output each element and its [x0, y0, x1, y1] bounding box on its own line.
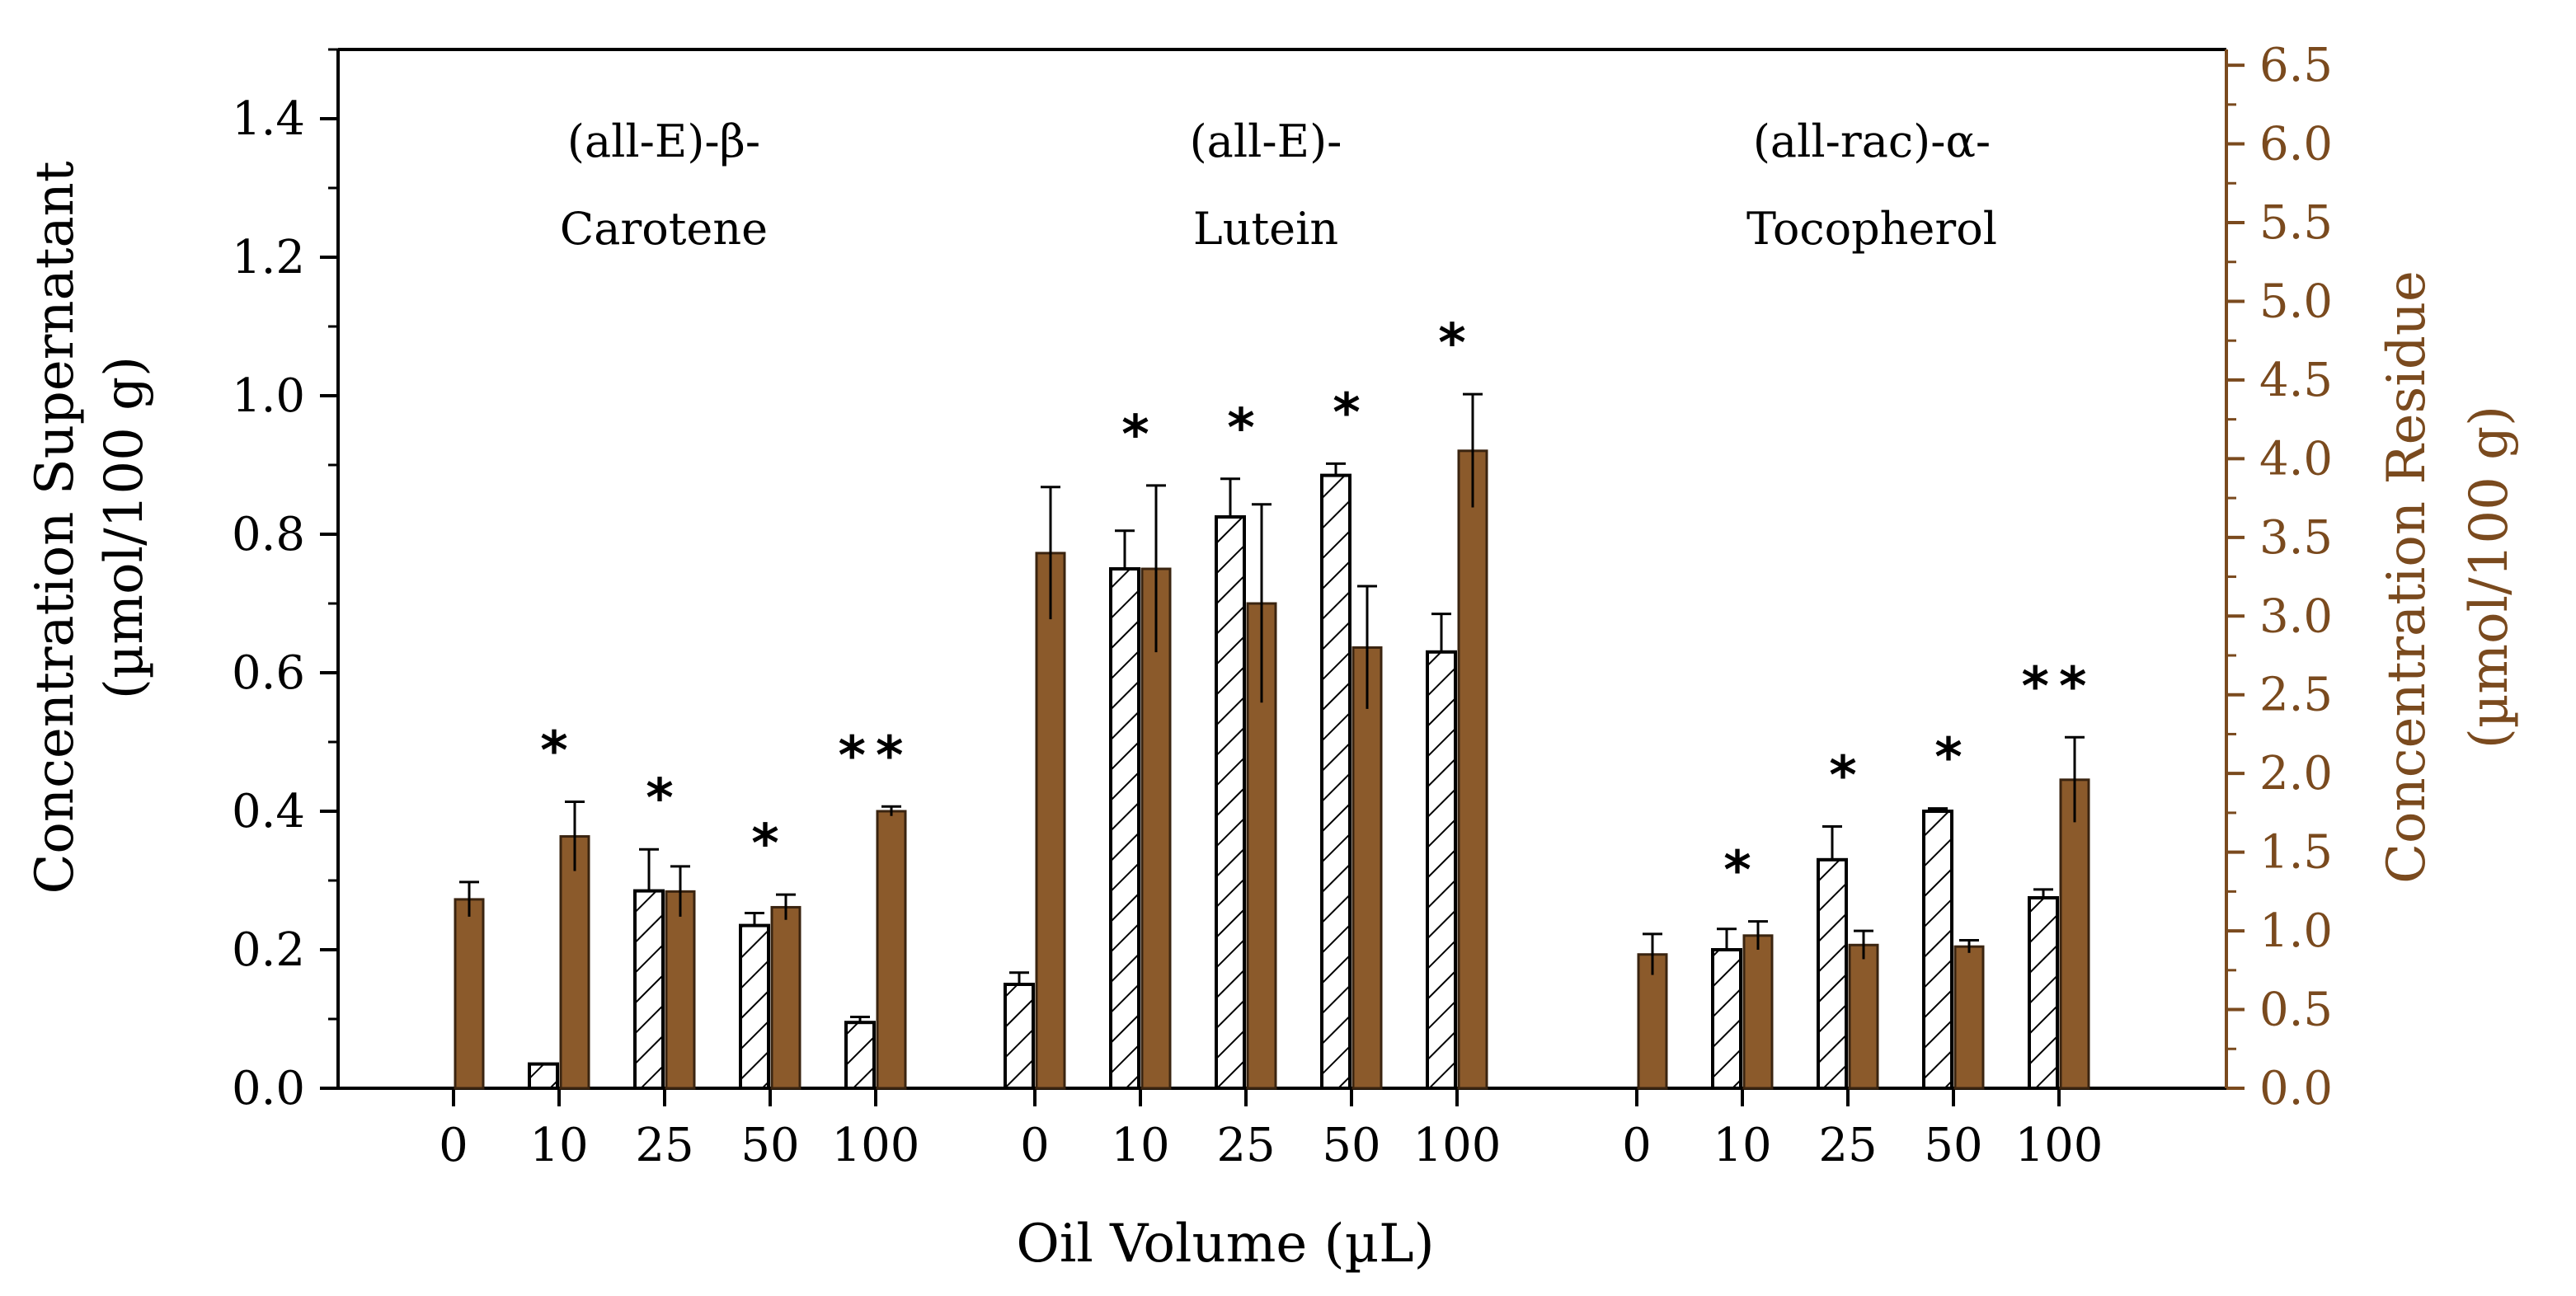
significance-star: * — [751, 814, 788, 875]
significance-star: * — [1723, 841, 1760, 902]
significance-star: ** — [2022, 656, 2097, 717]
y-right-tick-label: 6.5 — [2259, 39, 2333, 92]
bar-supernatant — [1320, 473, 1351, 1090]
axes: 0.0 0.2 0.4 0.6 0.8 1.0 1.2 1.4 0.0 0.5 1.0 1.5 2.0 2… — [232, 39, 2333, 1115]
significance-star: * — [646, 768, 683, 829]
group-title-line2: Carotene — [560, 203, 768, 255]
x-tick-label: 100 — [1413, 1119, 1502, 1172]
bar-residue — [1742, 934, 1774, 1090]
significance-star: ** — [839, 725, 914, 787]
y-right-tick-label: 3.5 — [2259, 511, 2333, 565]
bar-supernatant — [1426, 650, 1457, 1090]
x-tick-label: 25 — [1216, 1119, 1275, 1172]
bar-supernatant — [844, 1021, 876, 1090]
bar-residue — [665, 890, 696, 1090]
y-right-tick-label: 3.0 — [2259, 589, 2333, 643]
x-tick-label: 10 — [1111, 1119, 1169, 1172]
x-axis-title: Oil Volume (µL) — [1016, 1214, 1434, 1275]
group-title-line1: (all-E)- — [1190, 115, 1342, 167]
x-tick-label: 50 — [740, 1119, 799, 1172]
y-right-tick-label: 0.0 — [2259, 1062, 2333, 1115]
y-right-tick-label: 2.0 — [2259, 747, 2333, 801]
x-tick-label: 0 — [439, 1119, 468, 1172]
bar-residue — [770, 905, 801, 1090]
x-tick-label: 0 — [1622, 1119, 1652, 1172]
bar-supernatant — [739, 923, 770, 1090]
x-tick-label: 50 — [1924, 1119, 1982, 1172]
bar-residue — [559, 835, 590, 1090]
y-left-tick-label: 0.4 — [232, 785, 305, 838]
y-right-tick-label: 5.0 — [2259, 275, 2333, 328]
significance-star: * — [1333, 383, 1370, 444]
significance-star: * — [1934, 728, 1972, 789]
bar-supernatant — [1004, 983, 1035, 1090]
bar-residue — [454, 898, 485, 1090]
x-tick-label: 100 — [2015, 1119, 2104, 1172]
x-tick-label: 10 — [529, 1119, 588, 1172]
y-axis-left-title-line2: (µmol/100 g) — [94, 356, 155, 699]
bars — [454, 392, 2090, 1091]
significance-star: * — [1438, 313, 1475, 374]
y-axis-left-title-line1: Concentration Supernatant — [25, 161, 86, 894]
y-right-tick-label: 1.0 — [2259, 904, 2333, 958]
bar-residue — [1140, 567, 1172, 1090]
bar-residue — [2059, 778, 2090, 1090]
group-title-line2: Lutein — [1193, 203, 1338, 255]
y-right-tick-label: 1.5 — [2259, 826, 2333, 880]
significance-star: * — [540, 721, 577, 782]
bar-supernatant — [1215, 515, 1246, 1090]
x-tick-label: 100 — [832, 1119, 920, 1172]
bar-supernatant — [1817, 857, 1848, 1091]
y-left-tick-label: 0.6 — [232, 646, 305, 700]
bar-supernatant — [633, 889, 665, 1090]
group-title-line1: (all-rac)-α- — [1753, 115, 1991, 167]
y-right-tick-label: 4.5 — [2259, 354, 2333, 407]
y-left-tick-label: 0.0 — [232, 1062, 305, 1115]
y-right-tick-label: 5.5 — [2259, 196, 2333, 250]
bar-residue — [1848, 943, 1879, 1090]
y-left-tick-label: 1.0 — [232, 369, 305, 423]
y-right-tick-label: 6.0 — [2259, 118, 2333, 171]
bar-supernatant — [1109, 567, 1140, 1090]
bar-residue — [1035, 552, 1066, 1090]
significance-star: * — [1227, 398, 1264, 459]
group-title-line1: (all-E)-β- — [567, 115, 760, 167]
bar-supernatant — [2028, 896, 2059, 1090]
y-right-tick-label: 2.5 — [2259, 669, 2333, 722]
y-axis-right-title-line1: Concentration Residue — [2376, 270, 2437, 884]
x-tick-label: 10 — [1713, 1119, 1771, 1172]
y-left-tick-label: 1.2 — [232, 231, 305, 284]
x-tick-label: 0 — [1020, 1119, 1050, 1172]
bar-residue — [876, 810, 907, 1090]
y-right-tick-label: 4.0 — [2259, 432, 2333, 486]
y-left-tick-label: 0.2 — [232, 923, 305, 977]
significance-star: * — [1121, 405, 1159, 466]
bar-residue — [1351, 646, 1383, 1090]
y-left-tick-label: 1.4 — [232, 92, 305, 146]
bar-supernatant — [1922, 810, 1953, 1090]
bar-residue — [1457, 449, 1488, 1090]
y-left-tick-label: 0.8 — [232, 508, 305, 561]
significance-star: * — [1829, 745, 1866, 806]
bar-supernatant — [528, 1062, 559, 1090]
x-tick-label: 25 — [1818, 1119, 1877, 1172]
bar-supernatant — [1711, 948, 1742, 1090]
y-axis-right-title-line2: (µmol/100 g) — [2459, 406, 2520, 749]
y-right-tick-label: 0.5 — [2259, 984, 2333, 1037]
bar-residue — [1953, 945, 1985, 1090]
group-title-line2: Tocopherol — [1746, 203, 1997, 255]
bar-residue — [1637, 953, 1668, 1090]
x-tick-label: 25 — [635, 1119, 693, 1172]
x-tick-label: 50 — [1322, 1119, 1380, 1172]
